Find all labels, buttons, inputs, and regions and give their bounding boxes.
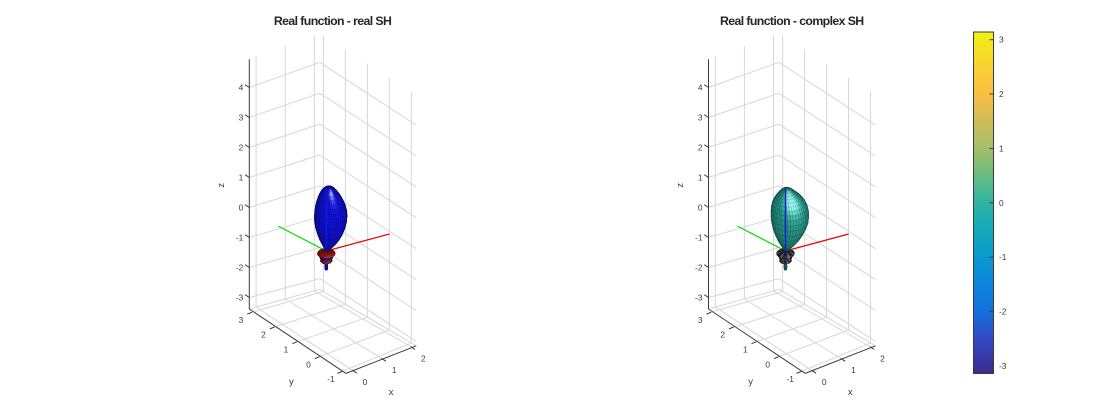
svg-text:2: 2	[999, 89, 1004, 99]
svg-text:0: 0	[363, 377, 368, 387]
svg-text:x: x	[389, 387, 394, 398]
svg-text:2: 2	[698, 143, 703, 153]
svg-text:Real function - real SH: Real function - real SH	[274, 14, 392, 28]
svg-text:2: 2	[880, 353, 885, 363]
svg-text:x: x	[848, 387, 853, 398]
svg-text:3: 3	[698, 113, 703, 123]
svg-text:3: 3	[239, 113, 244, 123]
svg-text:3: 3	[239, 315, 244, 325]
svg-text:0: 0	[698, 203, 703, 213]
svg-text:-1: -1	[327, 374, 335, 384]
svg-text:0: 0	[306, 359, 311, 369]
svg-text:2: 2	[261, 330, 266, 340]
svg-text:2: 2	[239, 143, 244, 153]
svg-text:1: 1	[239, 173, 244, 183]
svg-text:z: z	[216, 183, 227, 188]
svg-text:0: 0	[239, 203, 244, 213]
svg-text:3: 3	[999, 35, 1004, 45]
svg-text:-2: -2	[236, 263, 244, 273]
svg-text:0: 0	[765, 359, 770, 369]
svg-text:1: 1	[999, 143, 1004, 153]
svg-text:1: 1	[851, 365, 856, 375]
svg-text:-2: -2	[999, 306, 1007, 316]
svg-text:y: y	[748, 377, 753, 388]
svg-text:1: 1	[284, 345, 289, 355]
svg-text:4: 4	[698, 83, 703, 93]
svg-text:1: 1	[743, 345, 748, 355]
svg-text:2: 2	[421, 353, 426, 363]
svg-text:-1: -1	[695, 233, 703, 243]
svg-text:0: 0	[999, 198, 1004, 208]
svg-text:-1: -1	[236, 233, 244, 243]
svg-text:-1: -1	[786, 374, 794, 384]
svg-text:1: 1	[392, 365, 397, 375]
svg-text:4: 4	[239, 83, 244, 93]
svg-text:1: 1	[698, 173, 703, 183]
svg-text:-3: -3	[236, 293, 244, 303]
svg-text:-2: -2	[695, 263, 703, 273]
svg-text:y: y	[289, 377, 294, 388]
svg-text:-3: -3	[999, 361, 1007, 371]
svg-text:-3: -3	[695, 293, 703, 303]
svg-text:-1: -1	[999, 252, 1007, 262]
svg-text:Real function - complex SH: Real function - complex SH	[720, 14, 864, 28]
svg-text:z: z	[675, 183, 686, 188]
svg-text:3: 3	[698, 315, 703, 325]
svg-text:0: 0	[822, 377, 827, 387]
svg-text:2: 2	[720, 330, 725, 340]
